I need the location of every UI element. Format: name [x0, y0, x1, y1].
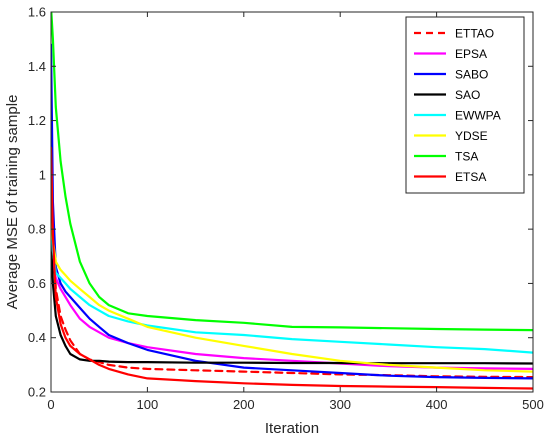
x-tick-label: 200 [233, 397, 255, 412]
legend-label: SAO [455, 88, 480, 102]
series-line-ewwpa [51, 200, 533, 354]
plot-frame [50, 11, 534, 393]
series-line-ydse [51, 222, 533, 373]
legend-label: SABO [455, 68, 488, 82]
legend-label: ETSA [455, 170, 486, 184]
y-tick-label: 1.2 [28, 113, 46, 128]
y-tick-label: 0.6 [28, 276, 46, 291]
plot-lines [51, 12, 533, 390]
legend-label: YDSE [455, 129, 488, 143]
y-tick-label: 0.2 [28, 385, 46, 400]
x-tick-label: 300 [329, 397, 351, 412]
series-line-ettao [51, 160, 533, 379]
series-line-tsa [51, 12, 533, 332]
legend-label: EWWPA [455, 109, 501, 123]
y-axis-title: Average MSE of training sample [4, 95, 21, 310]
legend-box [405, 16, 525, 194]
y-tick-label: 1.6 [28, 5, 46, 20]
x-tick-label: 100 [137, 397, 159, 412]
legend: ETTAO EPSA SABO SAO EWWPA YDSE TSA ETSA [405, 16, 525, 194]
x-tick-label: 400 [426, 397, 448, 412]
x-tick-label: 0 [47, 397, 54, 412]
y-tick-label: 1.4 [28, 59, 46, 74]
y-tick-label: 0.8 [28, 222, 46, 237]
axis-ticks: 0 100 200 300 400 500 0.2 0.4 0.6 0.8 1 1.2 1.4 1.6 [28, 5, 544, 413]
series-line-etsa [51, 146, 533, 390]
legend-label: ETTAO [455, 27, 494, 41]
series-line-sao [51, 241, 533, 365]
x-tick-label: 500 [522, 397, 544, 412]
series-line-sabo [51, 43, 533, 380]
series-line-epsa [51, 241, 533, 370]
x-axis-title: Iteration [265, 420, 319, 437]
y-tick-label: 1 [39, 167, 46, 182]
legend-label: EPSA [455, 47, 487, 61]
y-tick-label: 0.4 [28, 330, 46, 345]
legend-label: TSA [455, 150, 478, 164]
